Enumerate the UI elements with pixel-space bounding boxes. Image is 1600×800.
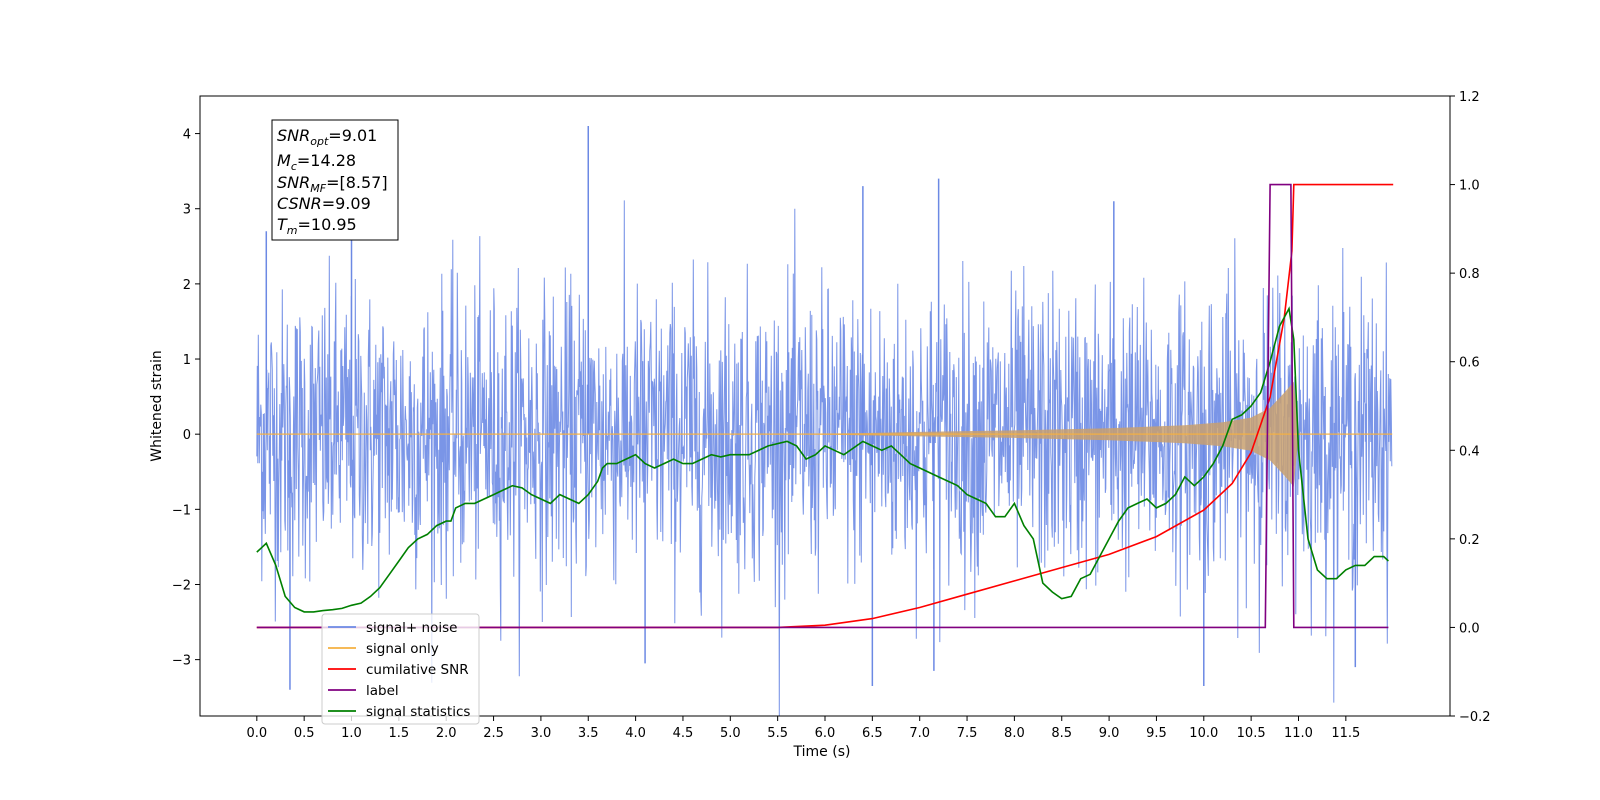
annotation-csnr: CSNR=9.09 [277, 194, 371, 213]
y-axis-right: −0.2 0.0 0.2 0.4 0.6 0.8 1.0 1.2 [1450, 90, 1491, 725]
y-tick-label: −1 [172, 503, 191, 518]
x-tick-label: 0.5 [294, 726, 315, 741]
x-tick-label: 10.0 [1189, 726, 1218, 741]
y-tick-label: −2 [172, 578, 191, 593]
x-tick-label: 7.5 [957, 726, 978, 741]
x-tick-label: 1.5 [389, 726, 410, 741]
annotation-tm: Tm=10.95 [277, 215, 357, 237]
y2-tick-label: 0.0 [1459, 621, 1480, 636]
y-axis-left: −3 −2 −1 0 1 2 3 4 [172, 128, 200, 669]
legend: signal+ noise signal only cumilative SNR la… [321, 613, 480, 725]
x-tick-label: 11.0 [1284, 726, 1313, 741]
x-tick-label: 8.5 [1051, 726, 1072, 741]
x-tick-label: 11.5 [1331, 726, 1360, 741]
x-tick-label: 8.0 [1004, 726, 1025, 741]
series-label [256, 183, 1389, 629]
y-axis-label: Whitened strain [149, 350, 165, 461]
x-tick-label: 2.0 [436, 726, 457, 741]
y-tick-label: −3 [172, 654, 191, 669]
y-tick-label: 3 [183, 203, 191, 218]
y-tick-label: 4 [183, 128, 191, 143]
y-tick-label: 2 [183, 278, 191, 293]
annotation-snr-opt: SNRopt=9.01 [277, 126, 377, 148]
x-tick-label: 4.0 [625, 726, 646, 741]
y2-tick-label: 0.8 [1459, 267, 1480, 282]
x-tick-label: 10.5 [1237, 726, 1266, 741]
legend-label: cumilative SNR [366, 662, 469, 678]
y2-tick-label: 0.2 [1459, 533, 1480, 548]
y2-tick-label: 0.6 [1459, 356, 1480, 371]
x-tick-label: 5.5 [767, 726, 788, 741]
y2-tick-label: −0.2 [1459, 710, 1491, 725]
annotation-frame [271, 119, 399, 241]
x-tick-label: 6.0 [815, 726, 836, 741]
y2-tick-label: 0.4 [1459, 444, 1480, 459]
legend-label: signal+ noise [366, 620, 457, 636]
x-axis-label: Time (s) [793, 744, 851, 760]
x-tick-label: 0.0 [246, 726, 267, 741]
annotation-mc: Mc=14.28 [277, 151, 356, 173]
legend-label: label [366, 683, 399, 699]
x-tick-label: 7.0 [909, 726, 930, 741]
legend-label: signal only [366, 641, 439, 657]
legend-label: signal statistics [366, 704, 470, 720]
y-tick-label: 1 [183, 353, 191, 368]
y2-tick-label: 1.2 [1459, 90, 1480, 105]
x-tick-label: 6.5 [862, 726, 883, 741]
y-tick-label: 0 [183, 428, 191, 443]
legend-frame [321, 613, 480, 725]
series-signal-statistics [256, 306, 1389, 613]
y2-tick-label: 1.0 [1459, 179, 1480, 194]
x-tick-label: 9.5 [1146, 726, 1167, 741]
x-tick-label: 4.5 [673, 726, 694, 741]
x-tick-label: 5.0 [720, 726, 741, 741]
plot-area [256, 126, 1394, 716]
x-tick-label: 2.5 [483, 726, 504, 741]
x-tick-label: 9.0 [1099, 726, 1120, 741]
annotation-snr-mf: SNRMF=[8.57] [277, 173, 388, 195]
x-tick-label: 1.0 [341, 726, 362, 741]
series-cumulative-snr [256, 183, 1394, 629]
x-axis: 0.0 0.5 1.0 1.5 2.0 2.5 3.0 3.5 4.0 4.5 5.0 5.5 6.0 6… [246, 716, 1360, 741]
x-tick-label: 3.0 [531, 726, 552, 741]
annotation-box: SNRopt=9.01 Mc=14.28 SNRMF=[8.57] CSNR=9… [271, 119, 399, 241]
x-tick-label: 3.5 [578, 726, 599, 741]
